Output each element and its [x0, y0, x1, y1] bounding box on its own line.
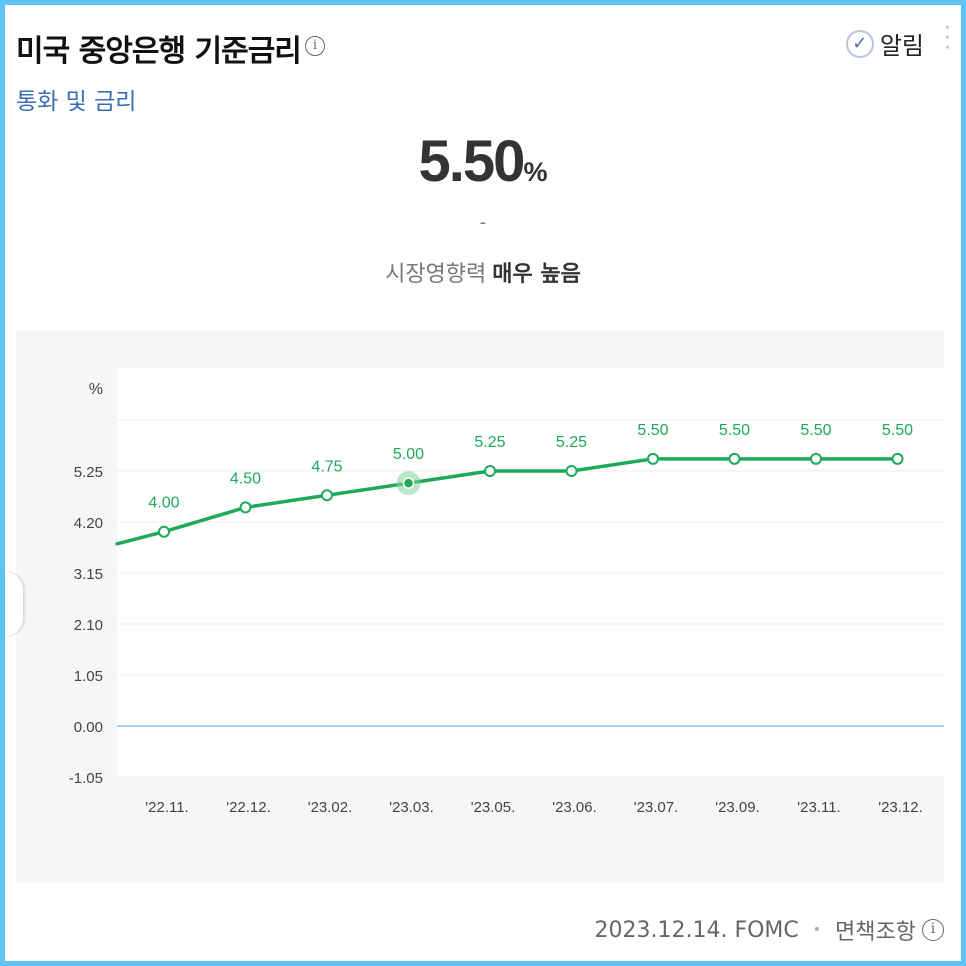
data-point-highlighted	[402, 477, 415, 489]
impact-label: 시장영향력	[385, 262, 487, 287]
y-tick-label: 2.10	[74, 617, 103, 634]
x-tick-label: '23.02.	[308, 799, 353, 816]
x-tick-label: '23.03.	[389, 799, 434, 816]
data-label: 5.50	[882, 422, 913, 439]
x-tick-label: '22.11.	[145, 799, 188, 816]
data-label: 5.00	[393, 446, 424, 463]
chart-prev-button[interactable]	[5, 572, 23, 636]
data-label: 5.50	[637, 422, 668, 439]
separator-dot: •	[812, 922, 822, 938]
data-point	[728, 452, 741, 465]
data-label: 5.50	[800, 422, 831, 439]
x-tick-label: '23.06.	[552, 799, 597, 816]
y-tick-label: 3.15	[74, 566, 103, 583]
x-tick-label: '23.07.	[634, 799, 679, 816]
data-point	[239, 501, 252, 514]
info-icon[interactable]: i	[305, 36, 325, 56]
impact-value: 매우 높음	[492, 262, 581, 287]
title-text: 미국 중앙은행 기준금리	[16, 34, 302, 69]
data-label: 4.00	[148, 495, 179, 512]
data-point	[565, 465, 578, 477]
data-point	[647, 452, 659, 465]
y-tick-label: -1.05	[69, 770, 103, 787]
x-tick-label: '22.12.	[226, 799, 271, 816]
x-tick-label: '23.12.	[878, 799, 923, 816]
rate-change: -	[479, 212, 487, 233]
y-tick-label: 1.05	[74, 668, 103, 685]
y-tick-label: 0.00	[74, 719, 103, 736]
data-label: 4.75	[311, 458, 342, 475]
data-label: 4.50	[230, 470, 261, 487]
data-point	[810, 452, 822, 465]
y-tick-label: 5.25	[74, 464, 103, 481]
data-point	[891, 452, 904, 465]
alarm-label: 알림	[879, 32, 924, 60]
x-tick-label: '23.11.	[797, 799, 840, 816]
footer: 2023.12.14. FOMC • 면책조항 i	[594, 914, 944, 946]
data-label: 5.50	[719, 422, 750, 439]
data-point	[158, 525, 170, 538]
rate-unit: %	[523, 157, 548, 187]
check-circle-icon: ✓	[845, 29, 874, 58]
data-label: 5.25	[556, 434, 587, 451]
market-impact: 시장영향력 매우 높음	[0, 256, 966, 288]
alarm-button[interactable]: ✓ 알림	[845, 26, 924, 61]
data-point	[321, 489, 333, 502]
disclaimer-link[interactable]: 면책조항	[835, 920, 916, 945]
data-point	[484, 465, 496, 477]
x-tick-label: '23.05.	[471, 799, 516, 816]
y-tick-label: 4.20	[74, 515, 103, 532]
info-icon[interactable]: i	[922, 919, 944, 941]
current-rate: 5.50%	[0, 128, 966, 195]
rate-value: 5.50	[418, 129, 526, 194]
footer-date-source: 2023.12.14. FOMC	[594, 917, 799, 943]
y-axis-label: %	[89, 381, 103, 398]
x-tick-label: '23.09.	[715, 799, 760, 816]
data-label: 5.25	[474, 434, 505, 451]
page-title: 미국 중앙은행 기준금리	[16, 26, 302, 70]
category-link[interactable]: 통화 및 금리	[16, 89, 137, 115]
more-vertical-icon[interactable]: · · ·	[944, 16, 951, 61]
